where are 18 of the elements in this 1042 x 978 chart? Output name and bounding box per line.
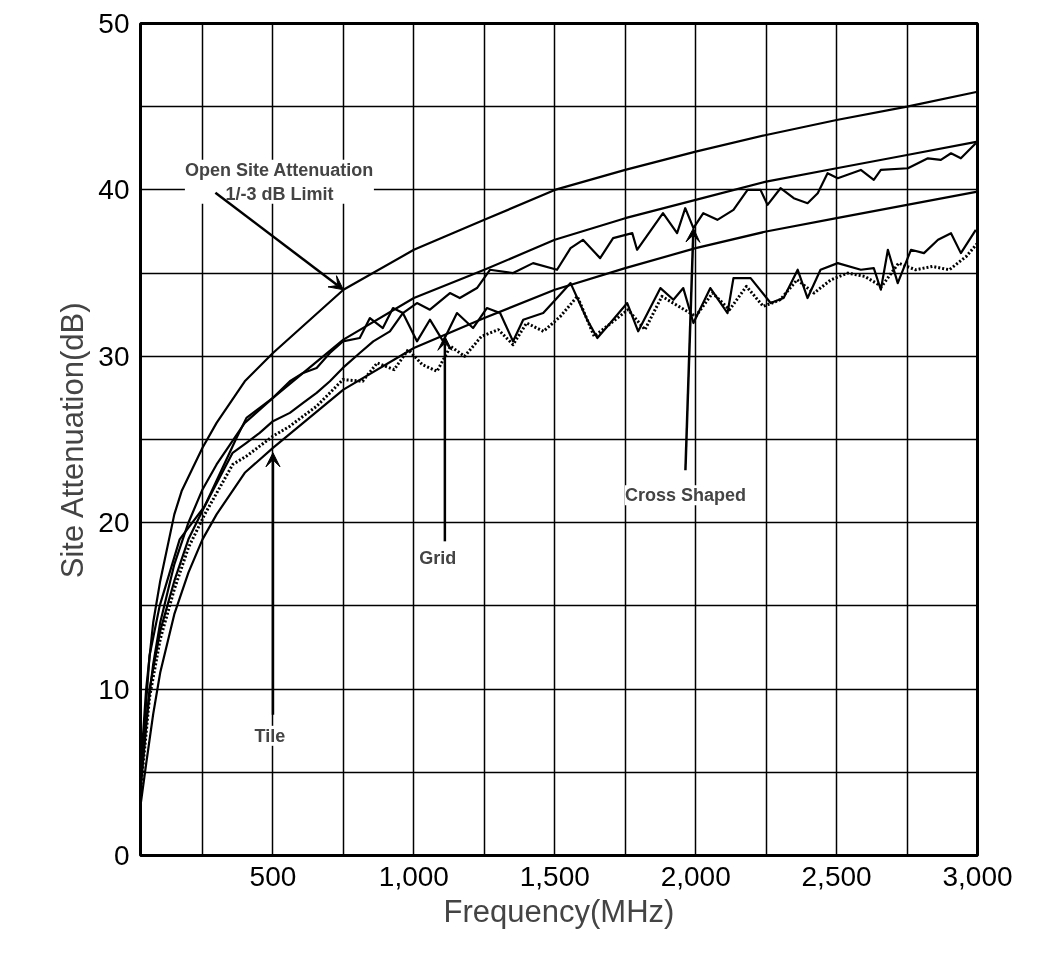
y-tick-label: 10 <box>98 673 130 705</box>
annotation: Open Site Attenuation 1/-3 dB Limit <box>184 159 374 204</box>
x-tick-label: 1,500 <box>519 860 590 892</box>
x-tick-label: 500 <box>249 860 297 892</box>
y-axis-title: Site Attenuation(dB) <box>55 302 91 579</box>
x-tick-label: 1,000 <box>378 860 449 892</box>
y-tick-label: 40 <box>98 174 130 206</box>
x-tick-label: 2,000 <box>660 860 731 892</box>
y-tick-label: 20 <box>98 507 130 539</box>
annotation: Cross Shaped <box>624 485 746 506</box>
x-tick-label: 2,500 <box>801 860 872 892</box>
y-tick-label: 0 <box>113 840 130 871</box>
annotation: Tile <box>254 725 286 746</box>
annotation: Grid <box>419 548 457 569</box>
y-tick-label: 50 <box>98 8 130 39</box>
y-tick-label: 30 <box>98 340 130 372</box>
x-axis-title: Frequency(MHz) <box>443 893 675 929</box>
x-tick-label: 3,000 <box>942 860 1013 892</box>
